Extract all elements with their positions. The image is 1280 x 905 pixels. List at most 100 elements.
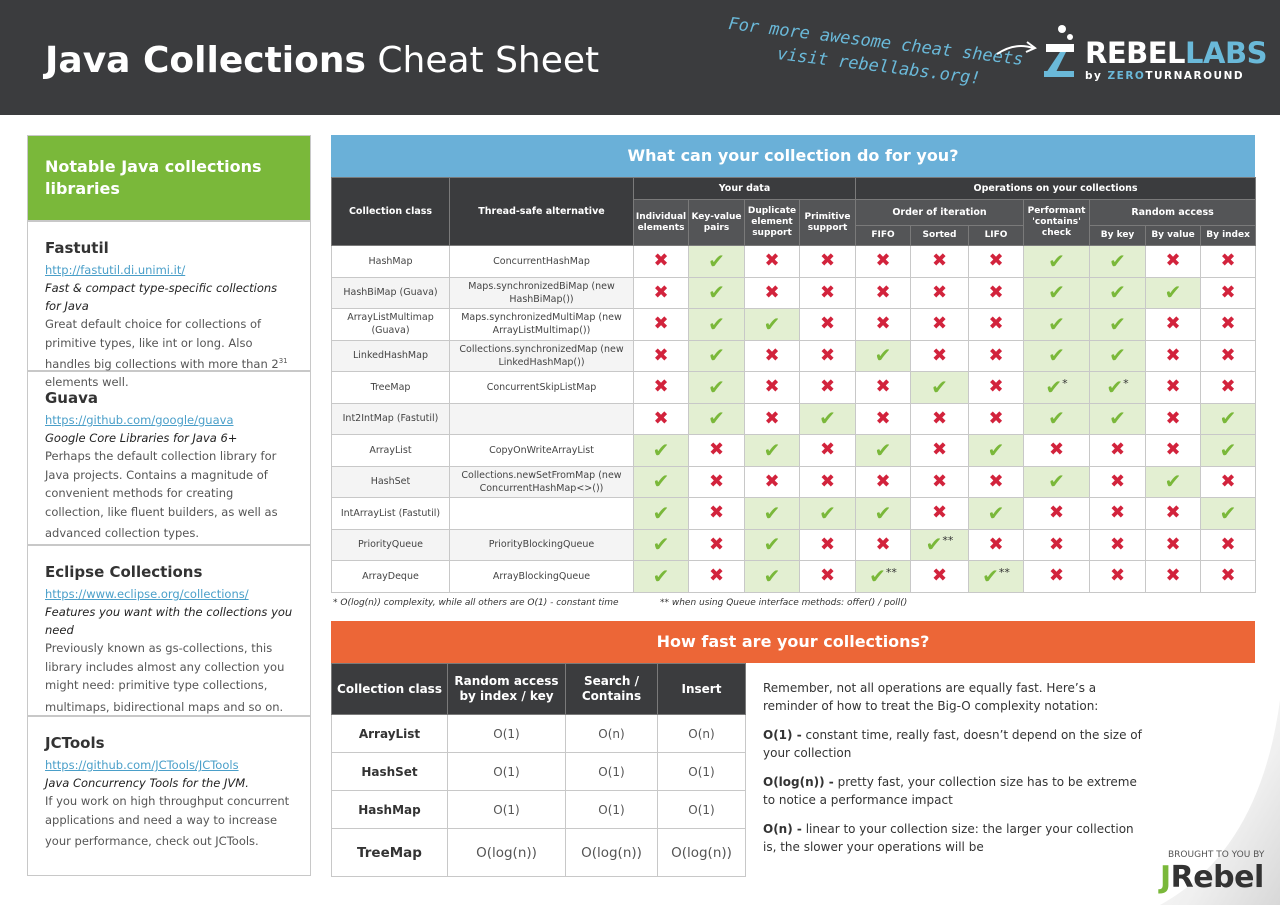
rebellabs-logo[interactable]: REBELLABS by ZEROTURNAROUND xyxy=(1040,22,1267,84)
col-by-key: By key xyxy=(1089,225,1147,246)
brought-to-you-by: BROUGHT TO YOU BY xyxy=(1168,850,1265,860)
table-row: ArrayListMultimap (Guava) Maps.synchroniz… xyxy=(331,308,1257,341)
check-icon: ✔ xyxy=(708,248,725,273)
capability-cell: ✖ xyxy=(1089,497,1147,530)
page-curl-decoration xyxy=(1160,700,1280,905)
capability-cell: ✔ xyxy=(744,528,800,561)
collection-class-cell: PriorityQueue xyxy=(331,528,450,561)
capability-cell: ✔ xyxy=(688,245,745,278)
col-individual: Individual elements xyxy=(633,199,689,246)
cross-icon: ✖ xyxy=(1165,533,1181,555)
capability-cell: ✖ xyxy=(633,308,689,341)
capability-cell: ✔ xyxy=(798,497,857,530)
capability-cell: ✖ xyxy=(798,371,857,404)
collection-class-cell: ArrayListMultimap (Guava) xyxy=(331,308,450,341)
complexity-cell: O(1) xyxy=(447,714,566,753)
cross-icon: ✖ xyxy=(875,533,891,555)
capability-cell: ✖ xyxy=(1145,339,1202,372)
capability-cell: ✔** xyxy=(910,528,970,561)
cross-icon: ✖ xyxy=(708,565,725,587)
cross-icon: ✖ xyxy=(875,407,891,429)
capability-cell: ✔ xyxy=(1089,339,1147,372)
check-icon: ✔ xyxy=(925,532,943,557)
collections-table-title: What can your collection do for you? xyxy=(331,135,1255,177)
group-order: Order of iteration xyxy=(855,199,1025,226)
cross-icon: ✖ xyxy=(1165,565,1181,587)
cross-icon: ✖ xyxy=(819,344,836,366)
library-link[interactable]: https://www.eclipse.org/collections/ xyxy=(45,587,249,601)
capability-cell: ✖ xyxy=(1089,465,1147,498)
capability-cell: ✖ xyxy=(855,465,912,498)
thread-safe-cell: ConcurrentHashMap xyxy=(449,245,634,278)
check-icon: ✔ xyxy=(763,437,781,462)
check-icon: ✔ xyxy=(652,532,670,557)
capability-cell: ✔ xyxy=(1089,276,1147,309)
check-icon: ✔ xyxy=(1048,280,1065,305)
collection-class-cell: TreeMap xyxy=(331,371,450,404)
cross-icon: ✖ xyxy=(764,281,780,303)
thread-safe-cell: Maps.synchronizedMultiMap (new ArrayList… xyxy=(449,308,634,341)
capability-cell: ✔ xyxy=(1023,402,1091,435)
thread-safe-cell: ArrayBlockingQueue xyxy=(449,560,634,593)
capability-cell: ✔ xyxy=(1145,465,1202,498)
cell-note: * xyxy=(1123,376,1129,390)
cross-icon: ✖ xyxy=(1220,470,1236,492)
speed-class-cell: ArrayList xyxy=(331,714,448,753)
check-icon: ✔ xyxy=(1048,343,1065,368)
capability-cell: ✔ xyxy=(633,434,689,467)
library-description: Previously known as gs-collections, this… xyxy=(45,641,285,714)
col-contains: Performant 'contains' check xyxy=(1023,199,1091,246)
complexity-cell: O(1) xyxy=(657,752,746,791)
cross-icon: ✖ xyxy=(819,533,836,555)
big-o-intro: Remember, not all operations are equally… xyxy=(763,681,1099,713)
jrebel-logo[interactable]: JRebel xyxy=(1160,860,1264,895)
capability-cell: ✖ xyxy=(633,402,689,435)
capability-cell: ✖ xyxy=(798,528,857,561)
library-description: Perhaps the default collection library f… xyxy=(45,449,278,540)
cross-icon: ✖ xyxy=(1109,470,1126,492)
capability-cell: ✖ xyxy=(855,528,912,561)
check-icon: ✔ xyxy=(1048,311,1065,336)
cross-icon: ✖ xyxy=(1220,565,1236,587)
table-row: ArrayList CopyOnWriteArrayList ✔ ✖ ✔ ✖ ✔ ✖ ✔ ✖ ✖ ✖ ✔ xyxy=(331,434,1257,467)
library-description: Great default choice for collections of … xyxy=(45,317,288,390)
complexity-cell: O(1) xyxy=(447,752,566,791)
cross-icon: ✖ xyxy=(1165,250,1181,272)
cross-icon: ✖ xyxy=(931,250,948,272)
cross-icon: ✖ xyxy=(1109,533,1126,555)
check-icon: ✔ xyxy=(1219,437,1237,462)
speed-col-random: Random access by index / key xyxy=(447,663,566,715)
capability-cell: ✖ xyxy=(910,308,970,341)
cross-icon: ✖ xyxy=(1165,439,1181,461)
capability-cell: ✖ xyxy=(744,339,800,372)
library-link[interactable]: https://github.com/google/guava xyxy=(45,413,234,427)
table-row: HashBiMap (Guava) Maps.synchronizedBiMap … xyxy=(331,276,1257,309)
complexity-cell: O(1) xyxy=(447,790,566,829)
col-primitive: Primitive support xyxy=(798,199,857,246)
speed-class-cell: HashSet xyxy=(331,752,448,791)
library-name: Fastutil xyxy=(45,239,109,257)
capability-cell: ✖ xyxy=(1023,560,1091,593)
library-link[interactable]: https://github.com/JCTools/JCTools xyxy=(45,758,239,772)
capability-cell: ✖ xyxy=(1145,497,1202,530)
speed-row: HashMap O(1) O(1) O(1) xyxy=(331,790,746,829)
capability-cell: ✔* xyxy=(1023,371,1091,404)
capability-cell: ✔ xyxy=(688,276,745,309)
capability-cell: ✔ xyxy=(633,497,689,530)
capability-cell: ✖ xyxy=(633,276,689,309)
check-icon: ✔ xyxy=(987,500,1005,525)
thread-safe-cell: Maps.synchronizedBiMap (new HashBiMap()) xyxy=(449,276,634,309)
cross-icon: ✖ xyxy=(653,313,669,335)
thread-safe-cell xyxy=(449,402,634,435)
capability-cell: ✔ xyxy=(633,465,689,498)
cross-icon: ✖ xyxy=(819,250,836,272)
speed-class-cell: HashMap xyxy=(331,790,448,829)
capability-cell: ✔ xyxy=(688,308,745,341)
cross-icon: ✖ xyxy=(988,250,1004,272)
capability-cell: ✖ xyxy=(910,560,970,593)
check-icon: ✔ xyxy=(1106,374,1124,399)
library-link[interactable]: http://fastutil.di.unimi.it/ xyxy=(45,263,186,277)
complexity-cell: O(1) xyxy=(657,790,746,829)
capability-cell: ✖ xyxy=(910,465,970,498)
capability-cell: ✖ xyxy=(744,276,800,309)
